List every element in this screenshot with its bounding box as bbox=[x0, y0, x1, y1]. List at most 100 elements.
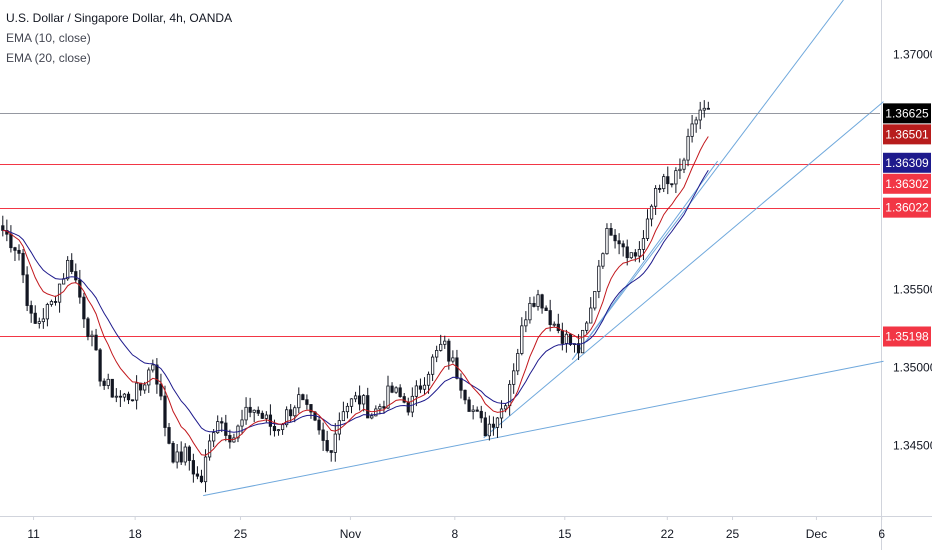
time-tick-label: 25 bbox=[726, 527, 740, 541]
candle-body bbox=[171, 442, 175, 463]
candle-body bbox=[293, 407, 297, 417]
candle-body bbox=[495, 417, 500, 428]
candle-body bbox=[94, 334, 98, 351]
candle-body bbox=[487, 423, 491, 437]
price-axis[interactable]: 1.37000 1.35500 1.35000 1.34500 bbox=[893, 48, 932, 453]
candle-body bbox=[216, 421, 220, 434]
candle-body bbox=[329, 450, 333, 453]
price-scale-background bbox=[882, 0, 932, 550]
candle-body bbox=[406, 401, 410, 413]
ema-10-legend[interactable]: EMA (10, close) bbox=[6, 31, 91, 45]
price-tick-label: 1.35500 bbox=[893, 282, 932, 296]
candle-body bbox=[53, 301, 58, 303]
price-label-text: 1.36501 bbox=[885, 127, 929, 141]
candle-body bbox=[662, 176, 666, 190]
price-label-text: 1.36302 bbox=[885, 177, 929, 191]
candle-body bbox=[443, 340, 447, 345]
candlestick-series bbox=[1, 100, 710, 493]
candle-body bbox=[609, 228, 613, 236]
candle-body bbox=[118, 395, 122, 398]
candle-body bbox=[248, 406, 252, 413]
candle-body bbox=[143, 384, 147, 391]
ema-20-legend[interactable]: EMA (20, close) bbox=[6, 51, 91, 65]
price-label-bg bbox=[883, 197, 931, 218]
candle-body bbox=[386, 385, 390, 409]
trendline-2 bbox=[483, 101, 884, 439]
candle-body bbox=[309, 404, 313, 413]
candle-body bbox=[25, 274, 29, 306]
candle-body bbox=[57, 283, 62, 303]
candle-body bbox=[540, 294, 544, 309]
trendline-4 bbox=[571, 160, 719, 360]
candle-body bbox=[694, 119, 698, 125]
candle-body bbox=[305, 399, 309, 405]
candle-body bbox=[658, 187, 662, 190]
time-tick-label: 22 bbox=[661, 527, 675, 541]
candle-body bbox=[516, 353, 520, 372]
candle-body bbox=[544, 307, 548, 311]
trendlines bbox=[203, 0, 884, 497]
candle-body bbox=[163, 395, 167, 428]
candle-body bbox=[179, 451, 183, 463]
candle-body bbox=[126, 393, 131, 401]
candle-body bbox=[256, 409, 260, 414]
candle-body bbox=[122, 393, 127, 398]
candle-body bbox=[337, 420, 341, 435]
candle-body bbox=[9, 233, 13, 249]
candle-body bbox=[74, 271, 78, 281]
candle-body bbox=[41, 318, 45, 323]
candle-body bbox=[110, 378, 114, 398]
candle-body bbox=[605, 228, 609, 255]
candle-body bbox=[353, 395, 358, 400]
candle-body bbox=[199, 475, 204, 483]
candle-body bbox=[686, 135, 690, 161]
time-axis[interactable]: 11 18 25 Nov 8 15 22 25 Dec 6 bbox=[27, 516, 885, 541]
candle-body bbox=[483, 417, 487, 437]
candle-body bbox=[147, 369, 151, 386]
candle-body bbox=[21, 252, 25, 276]
candle-body bbox=[601, 253, 605, 267]
price-label-bg bbox=[883, 124, 931, 145]
price-label-bg bbox=[883, 103, 931, 124]
candle-body bbox=[276, 429, 281, 432]
candle-body bbox=[394, 387, 398, 393]
candle-body bbox=[285, 409, 289, 426]
candle-body bbox=[13, 247, 17, 251]
candle-body bbox=[357, 395, 362, 405]
candle-body bbox=[366, 395, 370, 419]
candle-body bbox=[130, 399, 135, 402]
candle-body bbox=[139, 382, 143, 391]
candle-body bbox=[244, 406, 248, 421]
candle-body bbox=[524, 319, 528, 327]
candle-body bbox=[49, 301, 54, 305]
candle-body bbox=[447, 340, 451, 362]
candle-body bbox=[439, 343, 443, 351]
candle-body bbox=[333, 433, 337, 453]
candle-body bbox=[633, 252, 637, 257]
candle-body bbox=[645, 218, 650, 239]
candle-body bbox=[82, 296, 86, 320]
candle-body bbox=[341, 411, 346, 422]
candle-body bbox=[552, 323, 556, 326]
trendline-1 bbox=[203, 360, 884, 497]
time-tick-label: 18 bbox=[128, 527, 142, 541]
candle-body bbox=[585, 322, 589, 331]
candle-body bbox=[564, 333, 569, 344]
candle-body bbox=[512, 370, 516, 385]
candle-body bbox=[653, 187, 658, 207]
price-label-text: 1.36309 bbox=[885, 156, 929, 170]
candle-body bbox=[670, 183, 674, 186]
candle-body bbox=[240, 419, 244, 427]
candle-body bbox=[613, 234, 617, 242]
trendline-3 bbox=[571, 0, 844, 360]
symbol-title[interactable]: U.S. Dollar / Singapore Dollar, 4h, OAND… bbox=[6, 11, 233, 25]
candle-body bbox=[301, 394, 305, 401]
candle-body bbox=[568, 333, 573, 345]
candle-body bbox=[666, 176, 670, 185]
candle-body bbox=[463, 389, 467, 401]
candle-body bbox=[317, 419, 321, 431]
price-label-bg bbox=[883, 152, 931, 173]
candle-body bbox=[682, 159, 686, 170]
candle-body bbox=[471, 409, 475, 412]
